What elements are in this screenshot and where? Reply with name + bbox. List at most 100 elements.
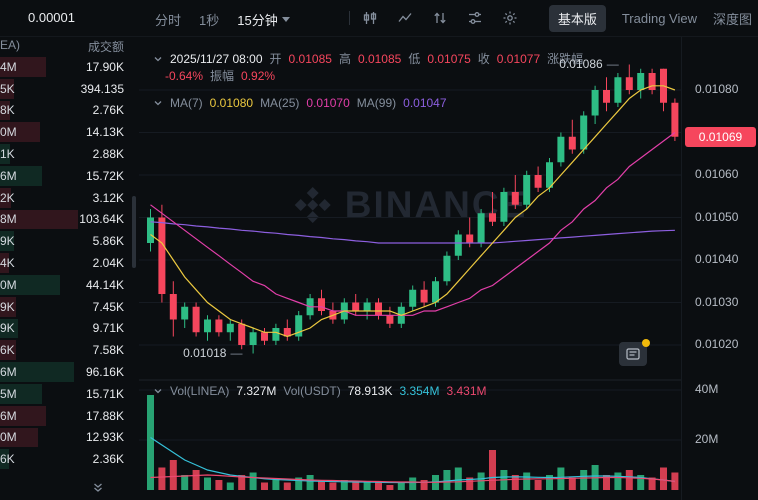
candle-datetime: 2025/11/27 08:00 (170, 51, 263, 66)
amount-fragment: 4K (0, 256, 15, 271)
orderbook-row[interactable]: 0M 14.13K (0, 121, 130, 143)
turnover-value: 2.88K (92, 147, 124, 162)
orderbook-row[interactable]: 2K 3.12K (0, 187, 130, 209)
notification-dot (642, 339, 650, 347)
toolbar-icons (362, 10, 518, 26)
orderbook-row[interactable]: 8K 2.76K (0, 100, 130, 122)
turnover-value: 15.72K (85, 168, 124, 183)
tab-depth-chart[interactable]: 深度图 (712, 12, 752, 27)
price-column-header-fragment: EA) (0, 38, 21, 52)
depth-bar (0, 405, 46, 426)
depth-bar (0, 187, 11, 208)
open-value: 0.01085 (288, 51, 332, 66)
ma99-line (150, 221, 675, 244)
sliders-icon[interactable] (467, 10, 483, 26)
order-panel-toggle-button[interactable] (619, 339, 650, 366)
collapse-chevron-icon[interactable] (153, 387, 163, 395)
ohlc-header: 2025/11/27 08:00 开 0.01085 高 0.01085 低 0… (153, 50, 583, 67)
ma7-label: MA(7) (170, 96, 203, 110)
amount-fragment: 9K (0, 321, 15, 336)
orderbook-row[interactable]: 1K 2.88K (0, 143, 130, 165)
scrollbar-thumb[interactable] (132, 196, 136, 268)
ma25-label: MA(25) (260, 96, 300, 110)
tab-trading-view[interactable]: Trading View (621, 11, 697, 26)
ma99-value: 0.01047 (403, 96, 447, 110)
orderbook-row[interactable]: 0M 12.93K (0, 427, 130, 449)
amount-fragment: 9K (0, 234, 15, 249)
amount-fragment: 2K (0, 190, 15, 205)
price-axis-label: 0.01040 (695, 252, 739, 266)
expand-rows-icon[interactable] (92, 482, 104, 497)
tab-basic-version[interactable]: 基本版 (548, 5, 606, 32)
orderbook-row[interactable]: 6K 7.58K (0, 339, 130, 361)
candlestick-chart[interactable] (139, 0, 681, 500)
depth-bar (0, 100, 10, 121)
low-value: 0.01075 (427, 51, 471, 66)
collapse-chevron-icon[interactable] (153, 55, 163, 63)
ma-indicator-row: MA(7) 0.01080 MA(25) 0.01070 MA(99) 0.01… (153, 96, 447, 110)
orderbook-row[interactable]: 8M 103.64K (0, 209, 130, 231)
toolbar-divider (349, 11, 350, 25)
price-axis[interactable]: 0.01069 0.01080 0.01060 0.01050 0.01040 0.01… (681, 36, 758, 500)
tick-size-selector[interactable]: 0.00001 (28, 10, 75, 25)
amplitude-value: 0.92% (241, 68, 276, 83)
orderbook-row[interactable]: 9K 9.71K (0, 318, 130, 340)
depth-bar (0, 78, 14, 99)
depth-bar (0, 122, 40, 143)
amount-fragment: 6M (0, 408, 17, 423)
orderbook-row[interactable]: 4M 17.90K (0, 56, 130, 78)
amount-fragment: 6M (0, 168, 17, 183)
orderbook-scrollbar[interactable] (130, 36, 139, 500)
edit-chart-icon[interactable] (362, 10, 378, 26)
volume-axis-label: 20M (695, 432, 719, 446)
chevron-down-icon (281, 17, 290, 22)
orderbook-row[interactable]: 5K 394.135 (0, 78, 130, 100)
amount-fragment: 0M (0, 277, 17, 292)
depth-bar (0, 57, 46, 77)
orderbook-row[interactable]: 4K 2.04K (0, 252, 130, 274)
depth-bar (0, 340, 16, 361)
amount-fragment: 8K (0, 103, 15, 118)
turnover-value: 2.04K (92, 256, 124, 271)
orderbook-row[interactable]: 5M 15.71K (0, 383, 130, 405)
orderbook-rows: 4M 17.90K 5K 394.135 8K 2.76K 0M 14.13K 1K 2.88K 6… (0, 56, 130, 470)
interval-1s[interactable]: 1秒 (199, 13, 220, 28)
orderbook-row[interactable]: 6M 96.16K (0, 361, 130, 383)
kline-chart-area[interactable]: BINANCE 2025/11/27 08:00 开 0.01085 高 0.0… (139, 0, 681, 500)
close-label: 收 (477, 52, 490, 66)
orderbook-row[interactable]: 6M 15.72K (0, 165, 130, 187)
depth-bar (0, 449, 9, 470)
orderbook-row[interactable]: 6M 17.88K (0, 405, 130, 427)
sort-arrows-icon[interactable] (432, 10, 448, 26)
amount-fragment: 4M (0, 59, 17, 74)
amount-fragment: 5M (0, 386, 17, 401)
binance-logo-icon (294, 187, 331, 223)
turnover-value: 15.71K (85, 386, 124, 401)
amount-fragment: 5K (0, 81, 15, 96)
turnover-value: 2.76K (92, 103, 124, 118)
turnover-value: 9.71K (92, 321, 124, 336)
volume-indicator-row: Vol(LINEA) 7.327M Vol(USDT) 78.913K 3.35… (153, 384, 487, 398)
depth-bar (0, 427, 38, 448)
turnover-value: 103.64K (79, 212, 124, 227)
orderbook-row[interactable]: 9K 5.86K (0, 230, 130, 252)
turnover-value: 44.14K (85, 277, 124, 292)
gear-icon[interactable] (502, 10, 518, 26)
low-label: 低 (408, 52, 421, 66)
line-chart-icon[interactable] (397, 10, 413, 26)
amount-fragment: 6K (0, 343, 15, 358)
turnover-value: 394.135 (80, 81, 124, 96)
orderbook-row[interactable]: 6K 2.36K (0, 448, 130, 470)
change-label: 涨跌幅 (547, 52, 584, 66)
turnover-value: 5.86K (92, 234, 124, 249)
collapse-chevron-icon[interactable] (153, 99, 163, 107)
amount-fragment: 9K (0, 299, 15, 314)
ma25-value: 0.01070 (306, 96, 350, 110)
interval-15m[interactable]: 15分钟 (237, 10, 290, 29)
vol-quote-label: Vol(USDT) (283, 384, 341, 398)
orderbook-row[interactable]: 0M 44.14K (0, 274, 130, 296)
interval-time-share[interactable]: 分时 (155, 13, 182, 28)
volume-axis-label: 40M (695, 382, 719, 396)
orderbook-row[interactable]: 9K 7.45K (0, 296, 130, 318)
